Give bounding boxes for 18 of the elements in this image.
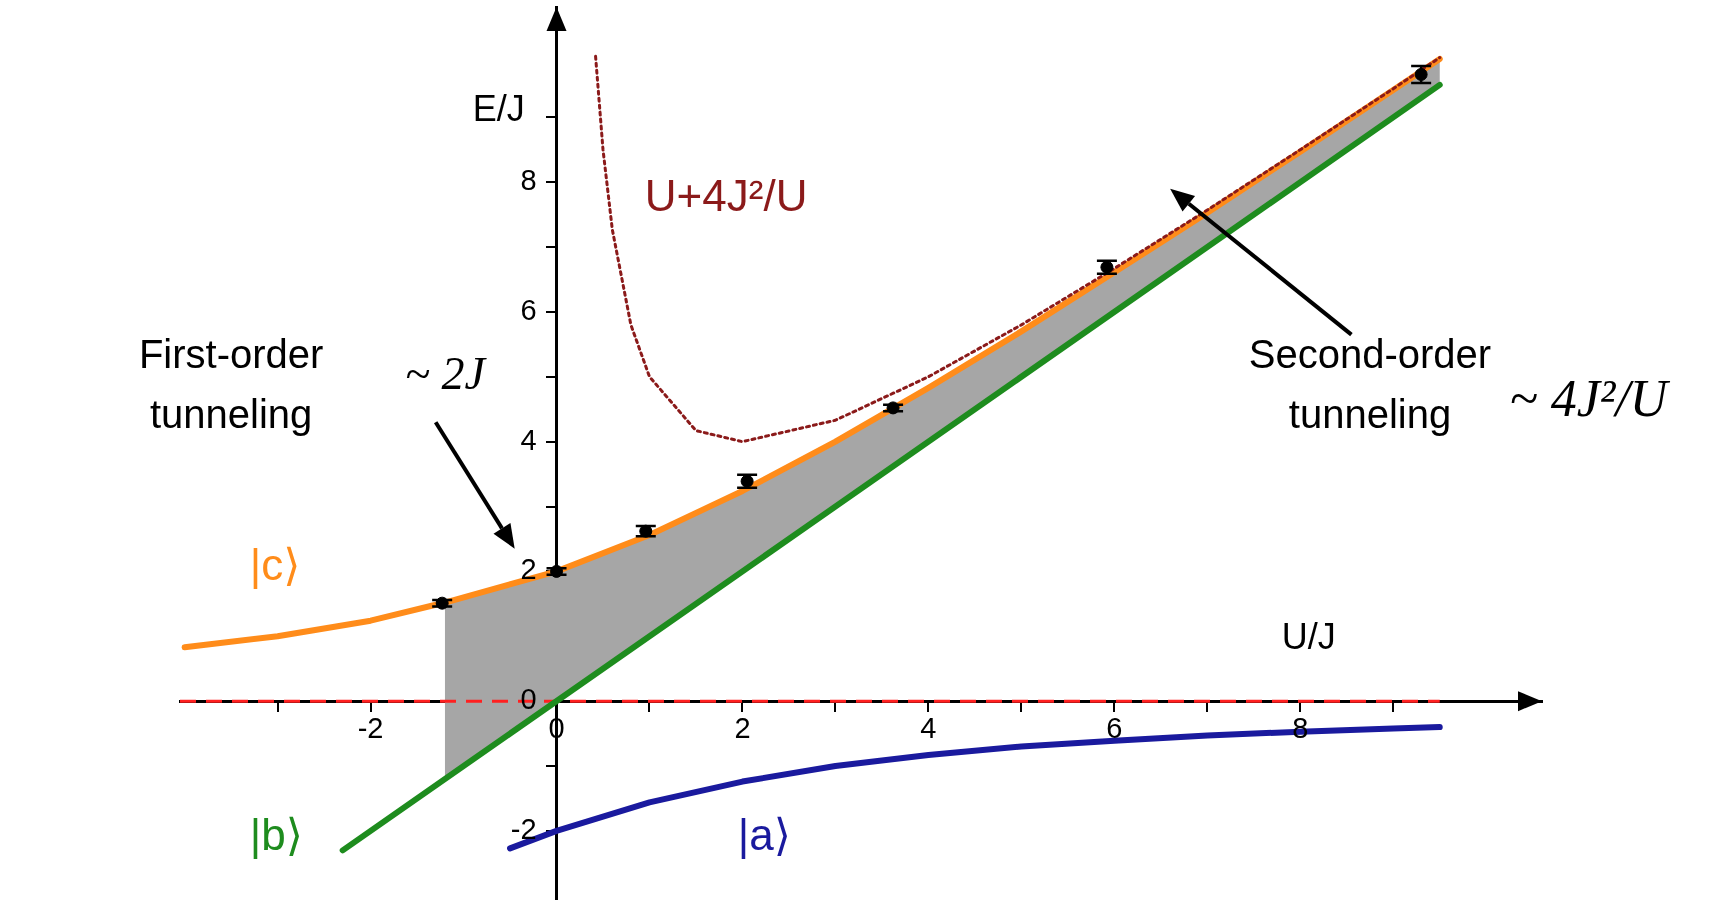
annotation: Second-order tunneling bbox=[1248, 332, 1492, 437]
x-tick-label: -2 bbox=[357, 711, 384, 744]
y-tick-label: 4 bbox=[520, 423, 537, 456]
x-tick-label: 2 bbox=[734, 711, 751, 744]
x-tick-label: 4 bbox=[920, 711, 937, 744]
y-tick-label: 8 bbox=[520, 164, 537, 197]
y-tick-label: 6 bbox=[520, 293, 537, 326]
x-tick-label: 6 bbox=[1106, 711, 1123, 744]
annotation: ~ 2J bbox=[405, 347, 488, 399]
series-label: U+4J²/U bbox=[644, 170, 808, 220]
y-tick-label: -2 bbox=[510, 812, 537, 845]
annotation: ~ 4J²/U bbox=[1509, 370, 1671, 428]
series-label: |b⟩ bbox=[249, 809, 303, 859]
series-label: |c⟩ bbox=[249, 540, 301, 590]
annotation: First-order tunneling bbox=[138, 332, 324, 437]
y-axis-title: E/J bbox=[472, 87, 525, 129]
x-axis-title: U/J bbox=[1281, 616, 1336, 658]
series-label: |a⟩ bbox=[737, 809, 791, 859]
